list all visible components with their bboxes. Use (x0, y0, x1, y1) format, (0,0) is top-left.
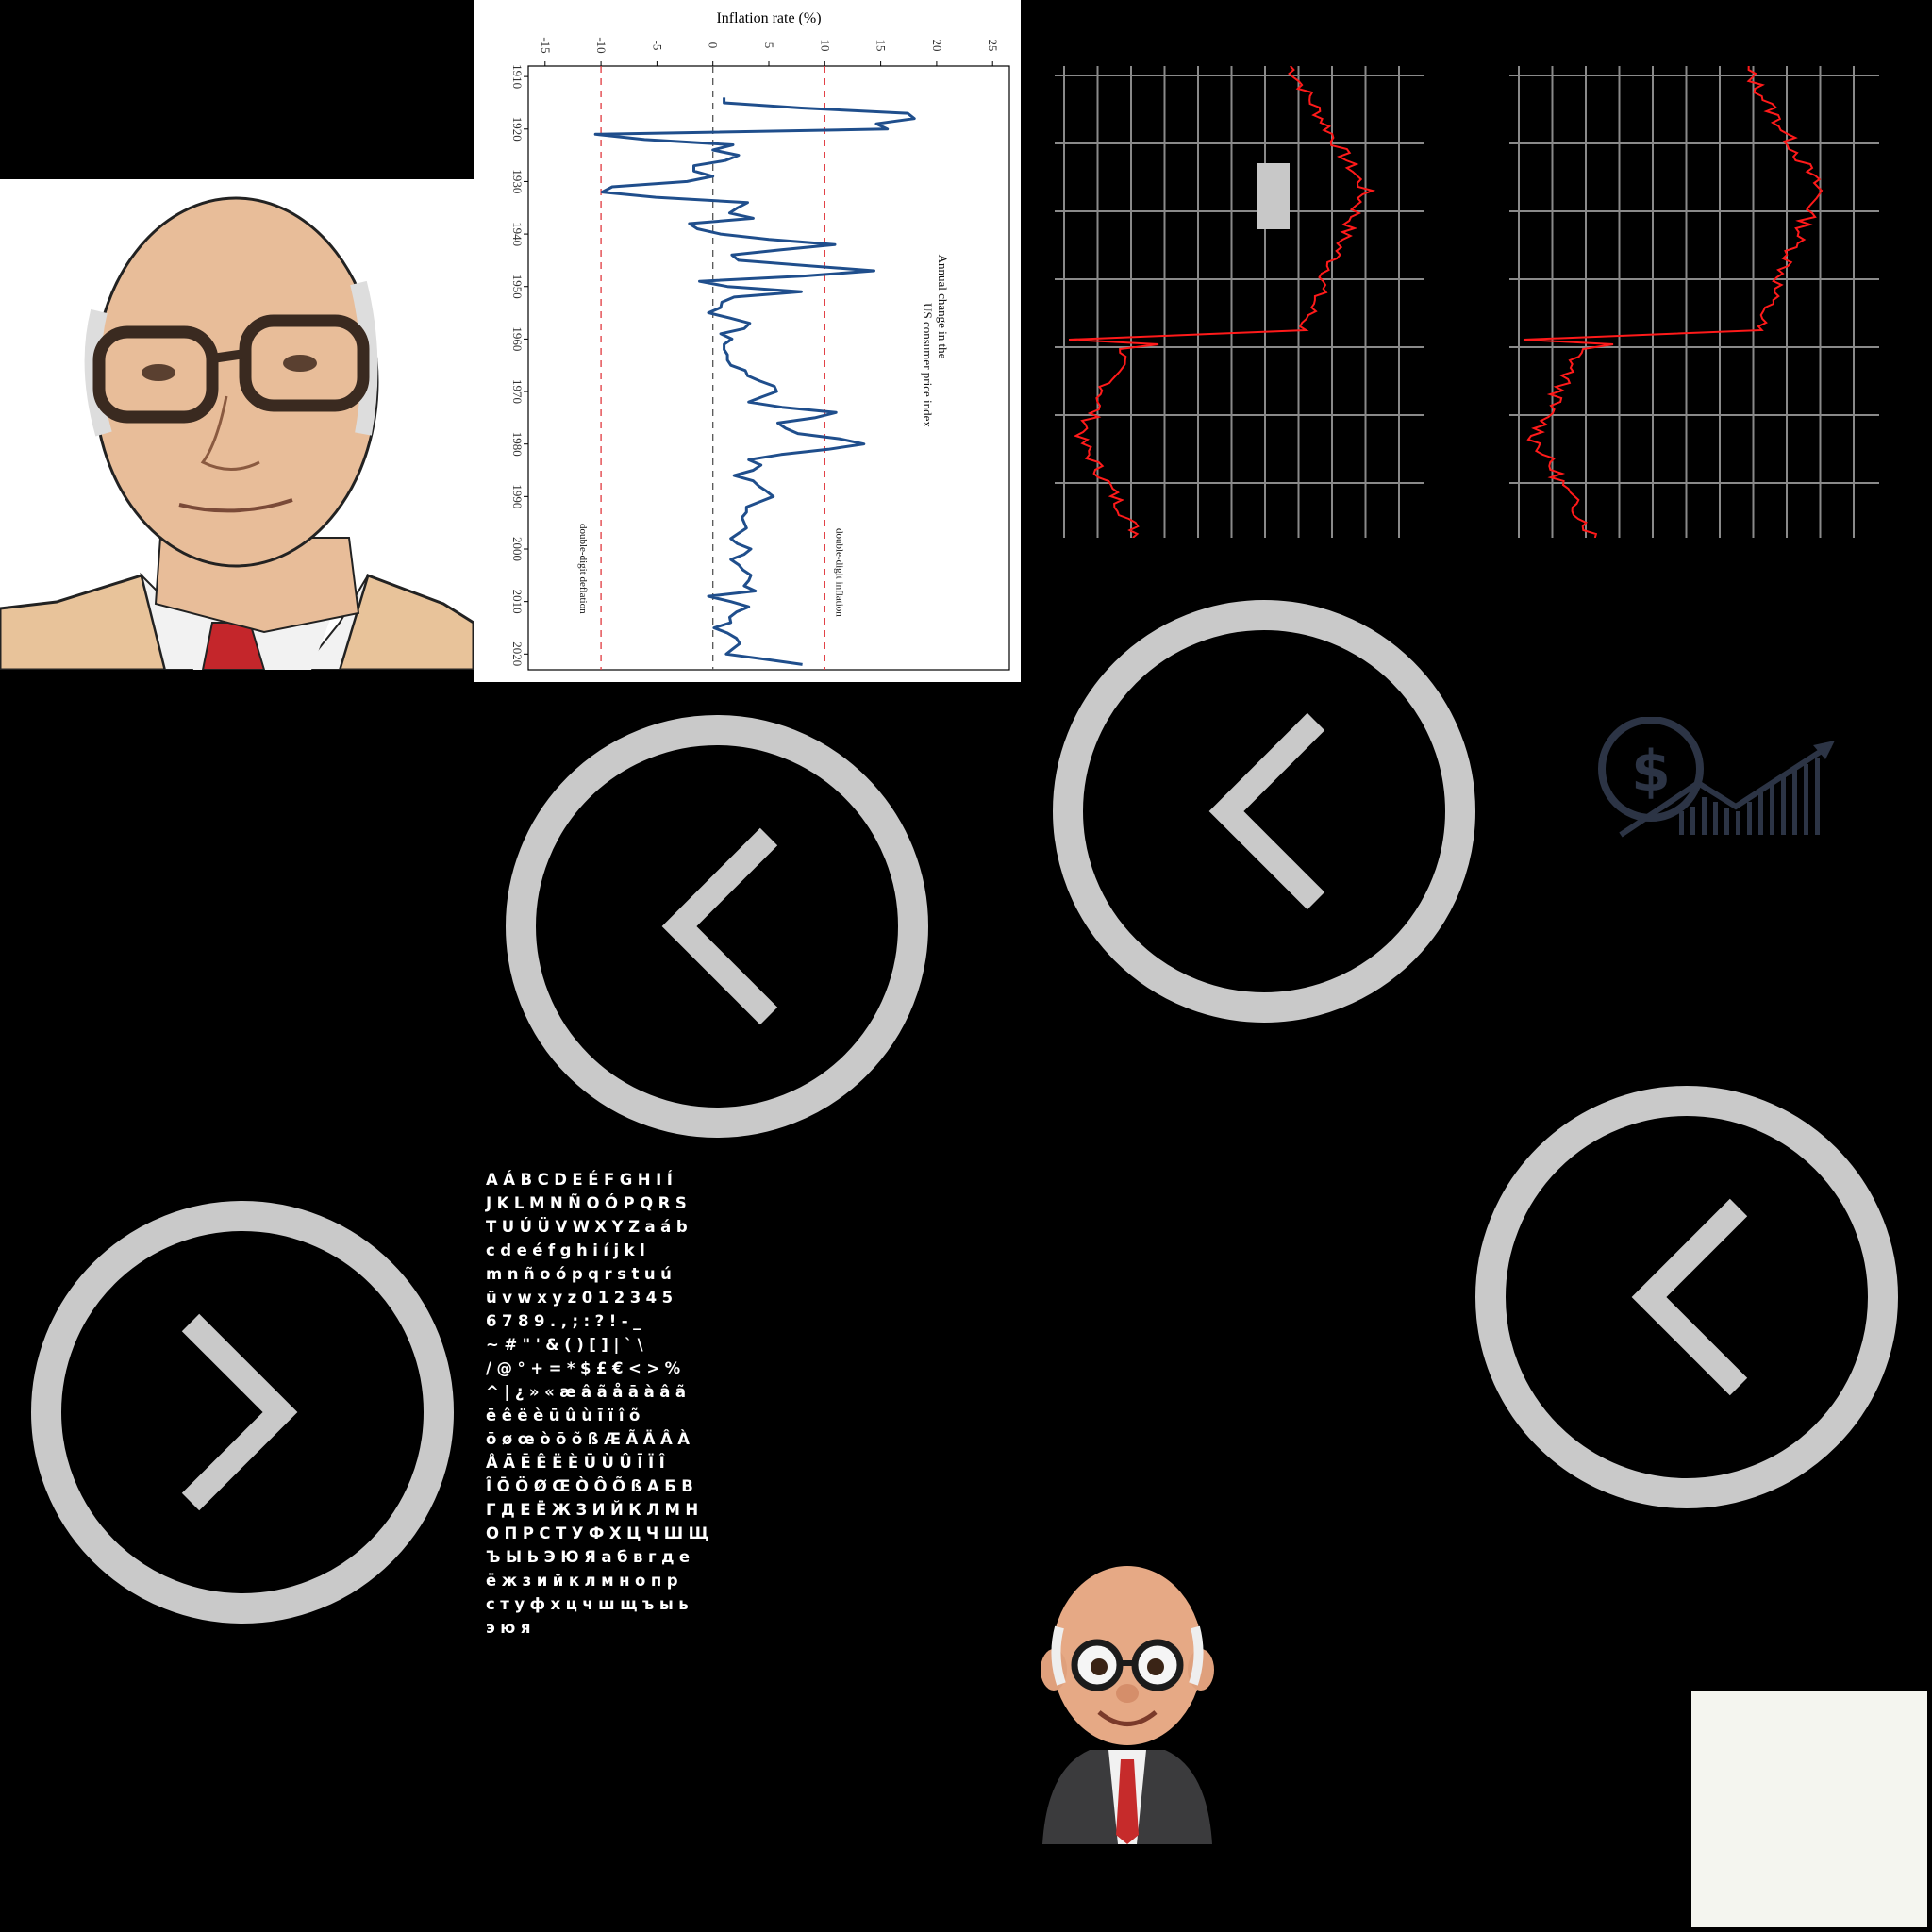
y-tick-label: 20 (930, 40, 944, 52)
gray-box (1257, 163, 1290, 229)
label-inflation: double-digit inflation (833, 528, 844, 617)
glyph-row: TUÚÜVWXYZaáb (486, 1218, 693, 1236)
glyph-row: 6789.,;:?!-_ (486, 1312, 646, 1330)
cartoon-portrait-illustration (1033, 1561, 1222, 1849)
glyph-atlas: AÁBCDEÉFGHIÍ JKLMNÑOÓPQRS TUÚÜVWXYZaáb cdeé… (486, 1168, 733, 1640)
glyph-row: ёжзийклмнопр (486, 1572, 684, 1590)
glyph-row: ÅĀĒÊËÈŪÙÛĪÏÎ (486, 1454, 671, 1472)
nav-right-button[interactable] (30, 1200, 455, 1624)
glyph-row: эюя (486, 1619, 536, 1637)
y-tick-label: 5 (762, 42, 776, 49)
nav-left-button-2[interactable] (1052, 599, 1476, 1024)
chevron-left-icon (661, 827, 778, 1025)
y-tick-label: -15 (539, 37, 553, 53)
glyph-row: /@°+=*$£€<>% (486, 1359, 686, 1377)
svg-text:$: $ (1631, 739, 1671, 805)
glyph-row: ^|¿»«æâãåāàâã (486, 1383, 691, 1401)
dollar-growth-chart-icon: $ (1594, 717, 1840, 840)
y-tick-label: -5 (650, 41, 664, 51)
x-tick-label: 2020 (510, 641, 525, 666)
red-line-chart-right (1509, 66, 1879, 538)
glyph-row: ЪЫЬЭЮЯабвгде (486, 1548, 695, 1566)
glyph-row: ōøœòōõßÆÃÄÂÀ (486, 1430, 695, 1448)
x-tick-label: 1960 (510, 326, 525, 351)
annotation-line1: Annual change in the (936, 255, 950, 359)
y-tick-label: 0 (707, 42, 721, 49)
portrait-illustration (0, 179, 474, 670)
x-tick-label: 1970 (510, 379, 525, 404)
label-deflation: double-digit deflation (577, 524, 589, 614)
y-tick-label: 25 (986, 40, 1000, 52)
glyph-row: ēêëèūûùīïîõ (486, 1407, 645, 1424)
paper-texture-swatch (1691, 1690, 1927, 1927)
glyph-row: cdeéfghiíjkl (486, 1241, 651, 1259)
nav-left-button-3[interactable] (1474, 1085, 1899, 1509)
inflation-chart: Inflation rate (%) -15 -10 -5 0 5 10 15 20 25 1910… (474, 0, 1021, 682)
y-tick-label: -10 (594, 37, 608, 53)
annotation-line2: US consumer price index (921, 303, 935, 427)
glyph-row: mnñoópqrstuú (486, 1265, 677, 1283)
glyph-row: JKLMNÑOÓPQRS (486, 1194, 692, 1212)
glyph-row: ÎŌÖØŒÒÔÕßАБВ (486, 1477, 699, 1495)
x-tick-label: 1930 (510, 169, 525, 193)
x-tick-label: 1950 (510, 275, 525, 299)
glyph-row: üvwxyz012345 (486, 1289, 678, 1307)
inflation-chart-svg: Inflation rate (%) -15 -10 -5 0 5 10 15 20 25 1910… (510, 10, 1010, 671)
chevron-right-icon (181, 1313, 298, 1511)
x-tick-label: 1980 (510, 432, 525, 457)
glyph-row: ГДЕЁЖЗИЙКЛМН (486, 1501, 704, 1519)
red-series-line (1523, 66, 1824, 538)
x-tick-label: 1940 (510, 222, 525, 246)
red-line-chart-left (1055, 66, 1424, 538)
inflation-series-line (593, 97, 916, 666)
glyph-row: ОПРСТУФХЦЧШЩ (486, 1524, 714, 1542)
glyph-row: AÁBCDEÉFGHIÍ (486, 1171, 678, 1189)
x-tick-label: 1920 (510, 117, 525, 142)
x-tick-label: 2000 (510, 537, 525, 561)
x-tick-label: 1910 (510, 64, 525, 89)
x-tick-label: 1990 (510, 484, 525, 508)
chart-title: Inflation rate (%) (716, 10, 821, 26)
chevron-left-icon (1208, 712, 1325, 910)
y-tick-label: 15 (874, 40, 889, 52)
nav-left-button-1[interactable] (505, 714, 929, 1139)
y-tick-label: 10 (818, 40, 832, 52)
glyph-row: ~#"'&()[]|`\ (486, 1336, 649, 1354)
glyph-row: стуфхцчшщъыь (486, 1595, 694, 1613)
x-tick-label: 2010 (510, 590, 525, 614)
red-series-line (1068, 66, 1376, 538)
chevron-left-icon (1631, 1198, 1748, 1396)
